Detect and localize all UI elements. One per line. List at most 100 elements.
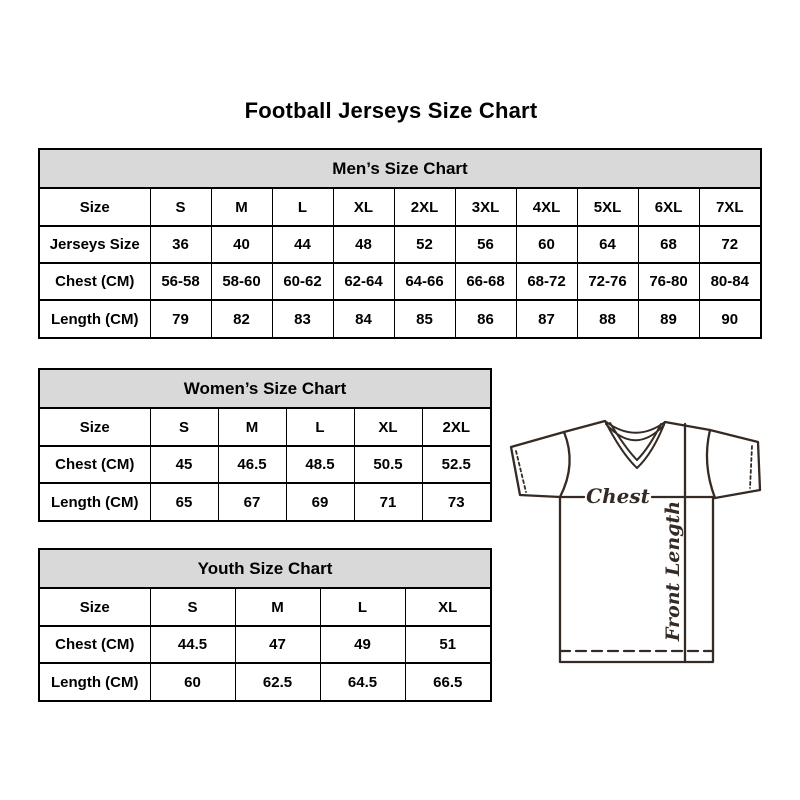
row-label-cell: Size <box>40 589 151 627</box>
table-row: Length (CM) 65 67 69 71 73 <box>40 482 490 520</box>
value-cell: 68-72 <box>515 262 578 301</box>
row-label-cell: Size <box>40 189 151 227</box>
value-cell: 60-62 <box>271 262 334 301</box>
value-cell: 3XL <box>454 189 517 227</box>
value-cell: 52.5 <box>421 445 490 484</box>
row-label-cell: Length (CM) <box>40 482 151 520</box>
row-label-cell: Jerseys Size <box>40 225 151 264</box>
row-label-cell: Chest (CM) <box>40 625 151 664</box>
value-cell: 64.5 <box>319 662 406 700</box>
jersey-right-sleeve <box>663 420 762 500</box>
mens-size-chart: Men’s Size Chart Size S M L XL 2XL 3XL 4XL 5XL 6X… <box>38 148 762 339</box>
value-cell: 40 <box>210 225 273 264</box>
jersey-body-outline <box>558 495 715 664</box>
value-cell: 36 <box>149 225 212 264</box>
row-label-cell: Chest (CM) <box>40 262 151 301</box>
value-cell: 50.5 <box>353 445 423 484</box>
value-cell: M <box>234 589 321 627</box>
value-cell: L <box>285 409 355 447</box>
value-cell: 83 <box>271 299 334 337</box>
table-row: Chest (CM) 45 46.5 48.5 50.5 52.5 <box>40 445 490 484</box>
value-cell: 65 <box>149 482 219 520</box>
value-cell: 51 <box>404 625 490 664</box>
value-cell: 6XL <box>637 189 700 227</box>
table-row: Size S M L XL 2XL 3XL 4XL 5XL 6XL 7XL <box>40 189 760 227</box>
value-cell: 72 <box>698 225 760 264</box>
mens-table-title: Men’s Size Chart <box>40 150 760 189</box>
table-row: Size S M L XL <box>40 589 490 627</box>
value-cell: 85 <box>393 299 456 337</box>
value-cell: 72-76 <box>576 262 639 301</box>
womens-size-chart: Women’s Size Chart Size S M L XL 2XL Chest (CM… <box>38 368 492 522</box>
value-cell: 47 <box>234 625 321 664</box>
value-cell: 56-58 <box>149 262 212 301</box>
value-cell: 48.5 <box>285 445 355 484</box>
value-cell: 60 <box>515 225 578 264</box>
value-cell: 56 <box>454 225 517 264</box>
value-cell: 62.5 <box>234 662 321 700</box>
value-cell: 44.5 <box>149 625 236 664</box>
value-cell: 90 <box>698 299 760 337</box>
table-row: Size S M L XL 2XL <box>40 409 490 447</box>
table-row: Jerseys Size 36 40 44 48 52 56 60 64 68 72 <box>40 225 760 264</box>
jersey-left-sleeve-stitch <box>515 450 527 493</box>
table-row: Chest (CM) 56-58 58-60 60-62 62-64 64-66 66-68… <box>40 262 760 301</box>
value-cell: 44 <box>271 225 334 264</box>
value-cell: 49 <box>319 625 406 664</box>
value-cell: 79 <box>149 299 212 337</box>
value-cell: 87 <box>515 299 578 337</box>
value-cell: 68 <box>637 225 700 264</box>
value-cell: 7XL <box>698 189 760 227</box>
table-row: Length (CM) 79 82 83 84 85 86 87 88 89 90 <box>40 299 760 337</box>
value-cell: 66.5 <box>404 662 490 700</box>
value-cell: M <box>217 409 287 447</box>
value-cell: 84 <box>332 299 395 337</box>
value-cell: 5XL <box>576 189 639 227</box>
value-cell: XL <box>404 589 490 627</box>
row-label-cell: Length (CM) <box>40 662 151 700</box>
value-cell: 86 <box>454 299 517 337</box>
value-cell: 66-68 <box>454 262 517 301</box>
jersey-right-armhole-seam <box>705 428 717 500</box>
value-cell: S <box>149 409 219 447</box>
value-cell: 76-80 <box>637 262 700 301</box>
table-row: Chest (CM) 44.5 47 49 51 <box>40 625 490 664</box>
value-cell: 89 <box>637 299 700 337</box>
value-cell: 52 <box>393 225 456 264</box>
value-cell: XL <box>332 189 395 227</box>
row-label-cell: Size <box>40 409 151 447</box>
youth-table-title: Youth Size Chart <box>40 550 490 589</box>
value-cell: 64-66 <box>393 262 456 301</box>
value-cell: 46.5 <box>217 445 287 484</box>
value-cell: L <box>271 189 334 227</box>
value-cell: 2XL <box>393 189 456 227</box>
womens-size-table: Size S M L XL 2XL Chest (CM) 45 46.5 48.5 50.5 52.5… <box>40 409 490 520</box>
jersey-vneck-inner <box>609 422 662 461</box>
jersey-left-armhole-seam <box>558 430 571 499</box>
value-cell: M <box>210 189 273 227</box>
jersey-vneck-outer <box>604 420 666 469</box>
value-cell: 67 <box>217 482 287 520</box>
page-title: Football Jerseys Size Chart <box>244 98 538 123</box>
value-cell: 2XL <box>421 409 490 447</box>
value-cell: 71 <box>353 482 423 520</box>
value-cell: 58-60 <box>210 262 273 301</box>
youth-size-table: Size S M L XL Chest (CM) 44.5 47 49 51 Length (CM)… <box>40 589 490 700</box>
jersey-left-sleeve <box>509 419 607 499</box>
value-cell: 4XL <box>515 189 578 227</box>
value-cell: 69 <box>285 482 355 520</box>
value-cell: S <box>149 589 236 627</box>
value-cell: XL <box>353 409 423 447</box>
value-cell: 88 <box>576 299 639 337</box>
value-cell: 64 <box>576 225 639 264</box>
value-cell: L <box>319 589 406 627</box>
mens-size-table: Size S M L XL 2XL 3XL 4XL 5XL 6XL 7XL Jerseys Size 3… <box>40 189 760 337</box>
jersey-measurement-diagram: Chest Front Length <box>503 396 767 680</box>
value-cell: 73 <box>421 482 490 520</box>
value-cell: 48 <box>332 225 395 264</box>
row-label-cell: Length (CM) <box>40 299 151 337</box>
value-cell: 62-64 <box>332 262 395 301</box>
chest-label: Chest <box>586 484 650 508</box>
value-cell: S <box>149 189 212 227</box>
